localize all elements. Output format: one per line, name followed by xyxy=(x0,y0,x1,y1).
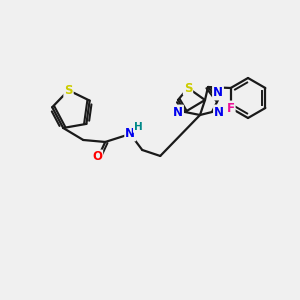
Text: N: N xyxy=(173,106,183,118)
Text: H: H xyxy=(134,122,142,132)
Text: N: N xyxy=(213,86,223,100)
Text: N: N xyxy=(214,106,224,118)
Text: S: S xyxy=(64,84,73,97)
Text: S: S xyxy=(184,82,192,94)
Text: O: O xyxy=(92,151,102,164)
Text: N: N xyxy=(125,128,135,140)
Text: F: F xyxy=(227,101,235,115)
